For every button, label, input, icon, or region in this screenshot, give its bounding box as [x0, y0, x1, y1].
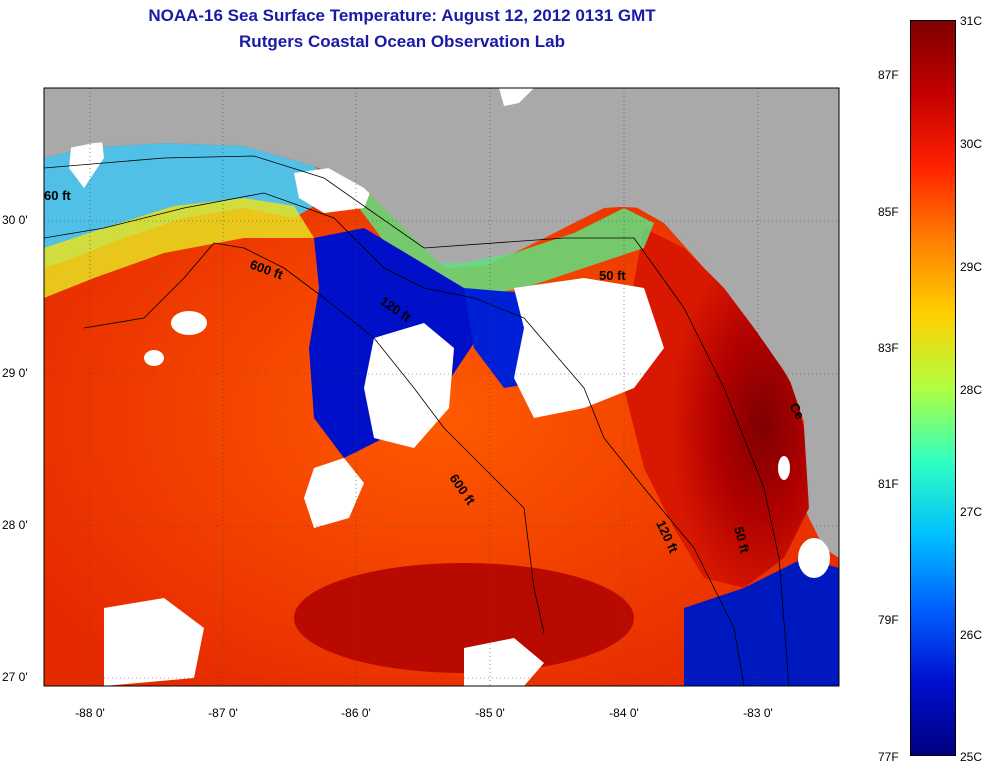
- cloud-mask-small-2: [144, 350, 164, 366]
- lon-label-86: -86 0': [341, 706, 371, 720]
- colorbar-label-29c: 29C: [960, 260, 983, 274]
- lon-label-88: -88 0': [75, 706, 105, 720]
- lon-label-85: -85 0': [475, 706, 505, 720]
- colorbar-label-27c: 27C: [960, 505, 983, 519]
- lon-label-87: -87 0': [208, 706, 238, 720]
- colorbar-label-83f: 83F: [878, 341, 899, 355]
- colorbar-label-30c: 30C: [960, 137, 983, 151]
- lat-label-27: 27 0': [2, 670, 28, 684]
- colorbar-label-28c: 28C: [960, 383, 983, 397]
- lat-label-29: 29 0': [2, 366, 28, 380]
- colorbar-label-77f: 77F: [878, 750, 899, 764]
- temperature-colorbar: [910, 20, 956, 756]
- lat-label-28: 28 0': [2, 518, 28, 532]
- colorbar-label-25c: 25C: [960, 750, 983, 764]
- sst-map: 600 ft 120 ft 600 ft 120 ft 50 ft 60 ft …: [44, 88, 839, 686]
- lon-label-83: -83 0': [743, 706, 773, 720]
- map-subtitle: Rutgers Coastal Ocean Observation Lab: [239, 32, 565, 51]
- colorbar-label-31c: 31C: [960, 14, 983, 28]
- cloud-mask-small-1: [171, 311, 207, 335]
- colorbar-label-81f: 81F: [878, 477, 899, 491]
- lon-label-84: -84 0': [609, 706, 639, 720]
- lat-label-30: 30 0': [2, 213, 28, 227]
- colorbar-label-87f: 87F: [878, 68, 899, 82]
- map-title: NOAA-16 Sea Surface Temperature: August …: [148, 6, 656, 25]
- sst-map-canvas: 600 ft 120 ft 600 ft 120 ft 50 ft 60 ft …: [44, 88, 839, 686]
- colorbar-label-85f: 85F: [878, 205, 899, 219]
- colorbar-label-79f: 79F: [878, 613, 899, 627]
- colorbar-label-26c: 26C: [960, 628, 983, 642]
- cloud-mask-small-3: [778, 456, 790, 480]
- contour-label-50ft-2: 50 ft: [599, 268, 626, 283]
- contour-label-60ft: 60 ft: [44, 188, 71, 203]
